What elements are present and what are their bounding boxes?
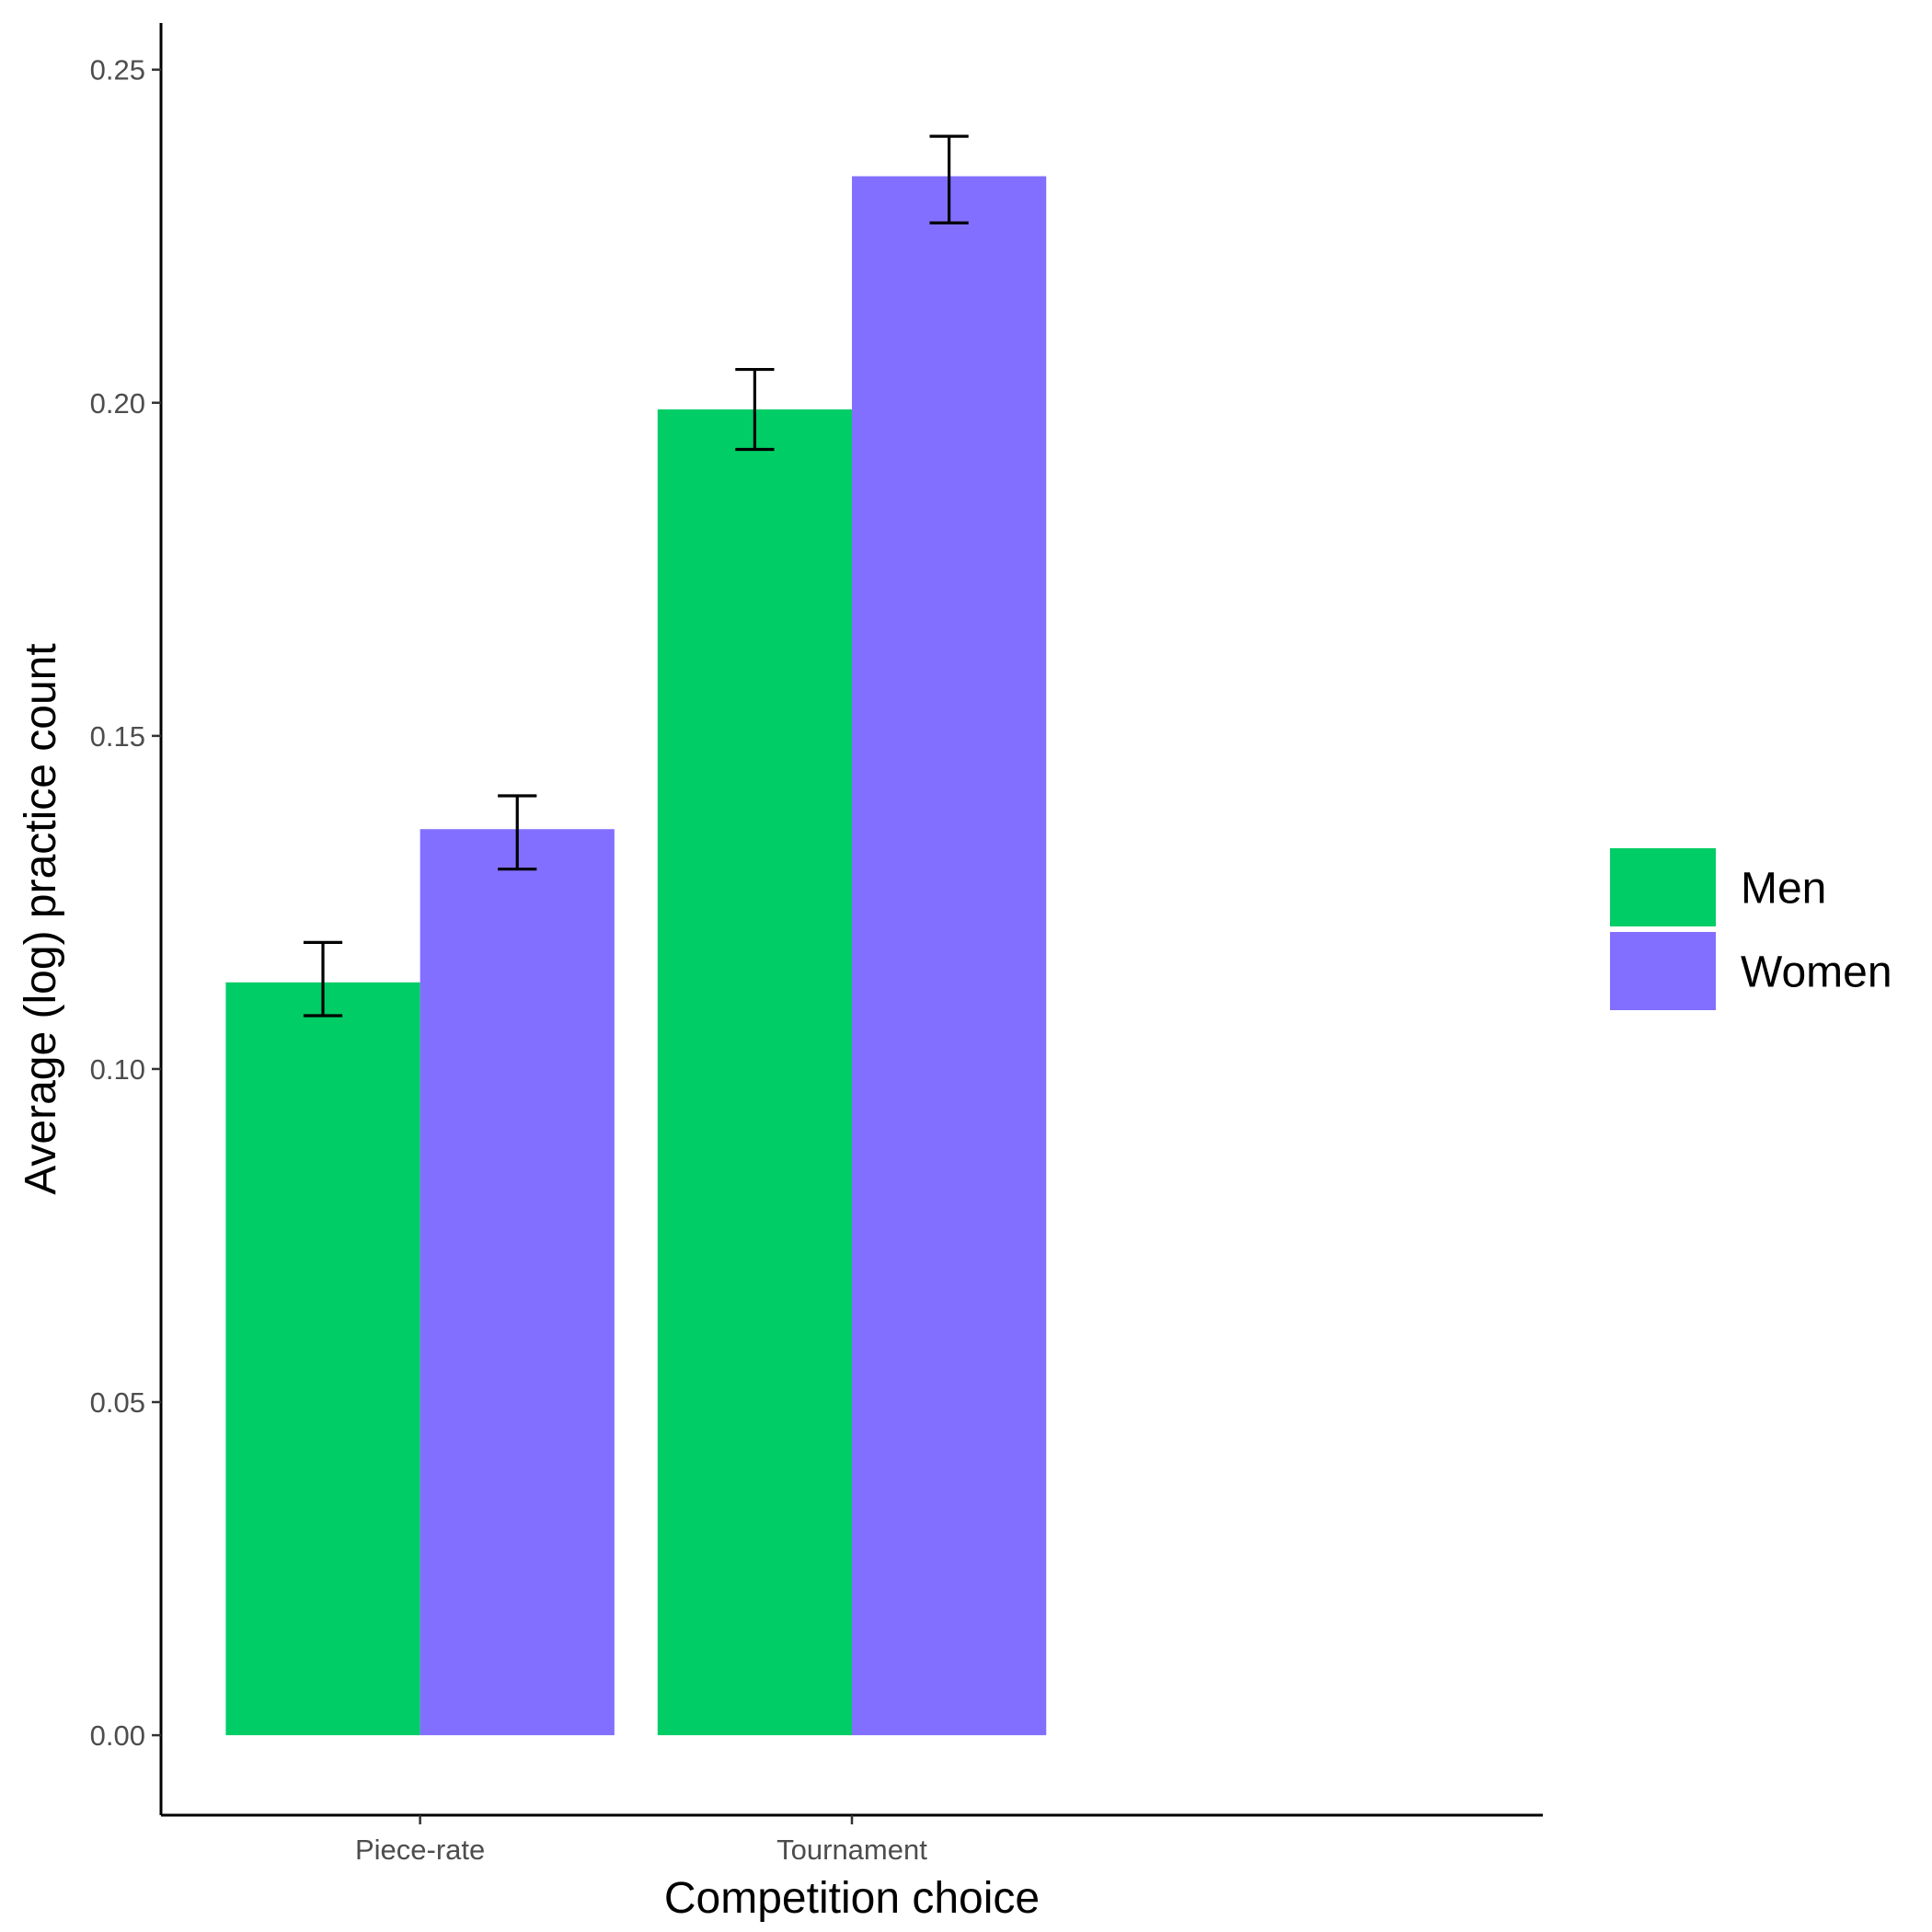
plot-area [225, 134, 1047, 1736]
x-axis-title: Competition choice [664, 1874, 1040, 1923]
legend: Men Women [1610, 848, 1892, 1010]
error-bar-women-tournament [929, 134, 969, 224]
y-axis: 0.00 0.05 0.10 0.15 0.20 0.25 [90, 23, 163, 1815]
y-tick-label: 0.15 [90, 720, 145, 753]
error-bar-women-piece-rate [498, 794, 537, 871]
y-tick-label: 0.00 [90, 1719, 145, 1752]
legend-key-men [1610, 848, 1716, 926]
error-bar-men-piece-rate [303, 940, 343, 1018]
bar-women-piece-rate [420, 829, 615, 1736]
error-bar-men-tournament [735, 367, 775, 452]
y-tick-label: 0.20 [90, 387, 145, 420]
x-axis: Piece-rate Tournament [161, 1813, 1543, 1866]
legend-label-men: Men [1741, 865, 1826, 914]
y-tick-label: 0.25 [90, 54, 145, 86]
y-tick-label: 0.05 [90, 1386, 145, 1419]
legend-label-women: Women [1741, 949, 1892, 997]
bar-men-piece-rate [225, 982, 420, 1736]
bar-men-tournament [657, 409, 852, 1736]
x-tick-label: Tournament [776, 1834, 927, 1866]
y-axis-title: Average (log) practice count [17, 643, 65, 1194]
legend-key-women [1610, 932, 1716, 1010]
bar-women-tournament [852, 176, 1047, 1736]
x-tick-label: Piece-rate [355, 1834, 485, 1866]
y-tick-label: 0.10 [90, 1053, 145, 1086]
